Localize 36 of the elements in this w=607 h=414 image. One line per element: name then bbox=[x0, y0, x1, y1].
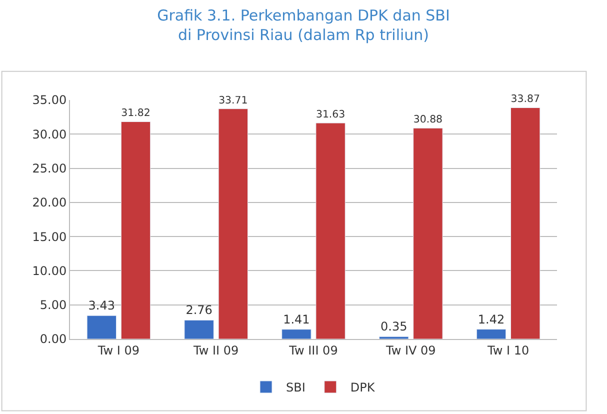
data-label: 31.63 bbox=[316, 109, 346, 120]
y-tick-label: 35.00 bbox=[32, 93, 67, 108]
data-label: 33.71 bbox=[218, 95, 248, 106]
bar bbox=[218, 108, 248, 339]
bar bbox=[476, 329, 506, 339]
bar bbox=[120, 121, 151, 339]
data-label: 1.41 bbox=[283, 312, 310, 326]
bar bbox=[316, 122, 346, 339]
bar bbox=[282, 329, 312, 339]
y-tick-label: 30.00 bbox=[32, 127, 67, 142]
bar bbox=[413, 128, 443, 339]
bar bbox=[86, 315, 117, 339]
data-label: 33.87 bbox=[510, 94, 540, 106]
y-tick-label: 25.00 bbox=[32, 161, 67, 176]
y-tick-label: 0.00 bbox=[40, 332, 67, 346]
x-tick-label: Tw IV 09 bbox=[384, 343, 436, 358]
data-label: 2.76 bbox=[186, 303, 212, 318]
x-tick-label: Tw III 09 bbox=[288, 343, 338, 358]
bar bbox=[379, 336, 409, 339]
data-label: 3.43 bbox=[88, 298, 116, 313]
y-tick-label: 15.00 bbox=[32, 230, 67, 244]
legend-label: DPK bbox=[350, 380, 376, 395]
bar bbox=[184, 320, 214, 339]
y-tick-label: 5.00 bbox=[40, 298, 67, 312]
data-label: 0.35 bbox=[380, 320, 408, 334]
chart-title: Grafik 3.1. Perkembangan DPK dan SBI di Provinsi Riau (dalam Rp triliun) bbox=[157, 6, 450, 44]
x-tick-label: Tw I 10 bbox=[486, 343, 530, 358]
y-tick-label: 20.00 bbox=[32, 196, 67, 210]
data-label: 1.42 bbox=[478, 312, 505, 326]
data-label: 30.88 bbox=[413, 114, 443, 126]
legend-label: SBI bbox=[286, 380, 306, 395]
x-tick-label: Tw II 09 bbox=[192, 343, 239, 358]
data-label: 31.82 bbox=[121, 108, 150, 120]
x-tick-label: Tw I 09 bbox=[96, 343, 140, 358]
y-tick-label: 10.00 bbox=[32, 264, 67, 278]
bar bbox=[510, 107, 540, 339]
